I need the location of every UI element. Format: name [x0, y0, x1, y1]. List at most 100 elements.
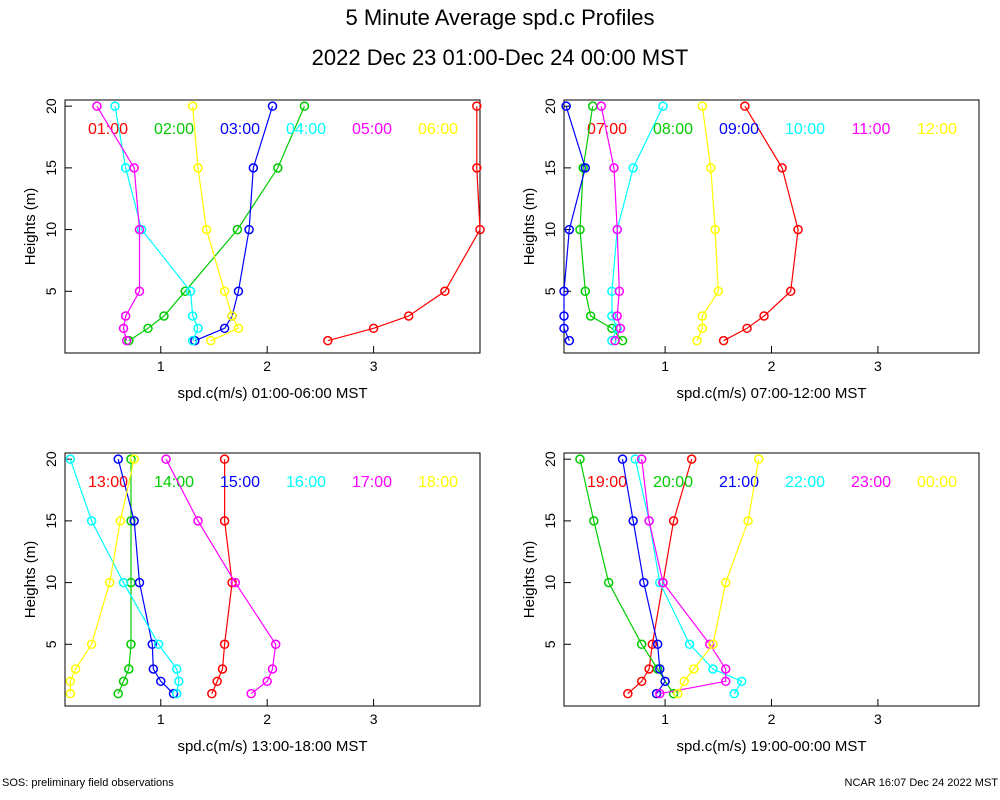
- data-point: [729, 688, 740, 699]
- data-point: [564, 224, 575, 235]
- data-point: [742, 323, 752, 334]
- data-point: [647, 639, 658, 650]
- data-point: [219, 639, 230, 650]
- footer-note: SOS: preliminary field observations: [2, 777, 174, 789]
- x-tick-label: 3: [370, 711, 378, 727]
- legend-entry: 11:00: [852, 121, 891, 138]
- data-point: [636, 676, 647, 687]
- data-point: [201, 224, 212, 235]
- data-point: [607, 335, 617, 346]
- series-line-1000: [611, 105, 664, 341]
- series-line-1500: [117, 459, 174, 695]
- data-point: [710, 224, 720, 235]
- x-tick-label: 1: [157, 711, 165, 727]
- data-point: [720, 577, 731, 588]
- data-point: [673, 688, 683, 699]
- data-point: [630, 454, 641, 464]
- data-point: [104, 577, 115, 588]
- data-point: [187, 311, 198, 321]
- data-point: [233, 286, 244, 297]
- data-point: [740, 101, 750, 111]
- y-tick-label: 20: [542, 98, 558, 114]
- data-point: [652, 639, 663, 650]
- data-point: [217, 664, 228, 674]
- data-point: [559, 286, 569, 297]
- legend-entry: 21:00: [719, 474, 759, 491]
- y-axis-label: Heights (m): [521, 541, 538, 619]
- data-point: [126, 454, 136, 464]
- data-point: [617, 454, 628, 464]
- data-point: [612, 311, 622, 321]
- series-line-0000: [677, 459, 760, 694]
- legend-entry: 15:00: [220, 474, 260, 491]
- data-point: [612, 323, 622, 334]
- series-line-2000: [579, 459, 675, 695]
- data-point: [193, 323, 203, 334]
- data-point: [219, 516, 230, 526]
- footer-credit: NCAR 16:07 Dec 24 2022 MST: [844, 777, 998, 789]
- data-point: [121, 335, 132, 346]
- data-point: [368, 323, 379, 334]
- legend-entry: 05:00: [352, 121, 392, 138]
- series-line-2300: [641, 459, 727, 695]
- data-point: [644, 516, 654, 526]
- y-tick-label: 5: [43, 640, 59, 648]
- y-axis-label: Heights (m): [22, 541, 39, 619]
- chart-title: 5 Minute Average spd.c Profiles: [345, 5, 655, 30]
- series-line-1400: [117, 459, 132, 694]
- data-point: [561, 101, 571, 111]
- data-point: [472, 163, 482, 173]
- data-point: [559, 311, 569, 321]
- data-point: [129, 454, 139, 464]
- x-axis-label: spd.c(m/s) 19:00-00:00 MST: [676, 738, 866, 755]
- data-point: [777, 163, 787, 173]
- legend-entry: 06:00: [418, 121, 458, 138]
- legend-entry: 04:00: [286, 121, 326, 138]
- y-tick-label: 10: [43, 222, 59, 238]
- data-point: [171, 688, 182, 699]
- data-point: [615, 323, 626, 334]
- data-point: [628, 163, 638, 173]
- legend-entry: 08:00: [653, 121, 693, 138]
- series-line-1900: [627, 459, 693, 695]
- data-point: [70, 664, 81, 674]
- series-line-1200: [696, 106, 719, 341]
- profile-panel-1: 1 2 3 5 10 15 20 spd.c(m/s) 01:00-06:00 MST Heig…: [22, 98, 485, 402]
- data-point: [219, 454, 230, 464]
- data-point: [440, 286, 450, 297]
- data-point: [118, 323, 129, 334]
- data-point: [323, 335, 333, 346]
- data-point: [156, 676, 166, 687]
- data-point: [129, 516, 139, 526]
- data-point: [580, 286, 591, 297]
- chart-subtitle: 2022 Dec 23 01:00-Dec 24 00:00 MST: [311, 45, 689, 70]
- y-axis-label: Heights (m): [521, 188, 538, 266]
- data-point: [118, 676, 129, 687]
- legend-entry: 23:00: [851, 474, 891, 491]
- series-line-1100: [600, 106, 622, 341]
- data-point: [686, 454, 697, 464]
- data-point: [585, 311, 596, 321]
- data-point: [171, 664, 182, 674]
- legend-entry: 16:00: [286, 474, 326, 491]
- data-point: [708, 639, 718, 650]
- data-point: [475, 224, 485, 235]
- data-point: [115, 516, 126, 526]
- data-point: [212, 676, 222, 687]
- y-tick-label: 10: [43, 575, 59, 591]
- y-tick-label: 20: [43, 451, 59, 467]
- data-point: [219, 286, 230, 297]
- data-point: [697, 101, 708, 111]
- legend-entry: 10:00: [785, 121, 825, 138]
- data-point: [86, 516, 97, 526]
- data-point: [623, 688, 633, 699]
- legend-entry: 18:00: [418, 474, 458, 491]
- data-point: [706, 163, 716, 173]
- legend-entry: 09:00: [719, 121, 759, 138]
- y-axis-label: Heights (m): [22, 188, 39, 266]
- series-line-0500: [96, 105, 141, 341]
- data-point: [403, 311, 414, 321]
- y-tick-label: 15: [542, 513, 558, 529]
- data-point: [143, 323, 153, 334]
- data-point: [759, 311, 769, 321]
